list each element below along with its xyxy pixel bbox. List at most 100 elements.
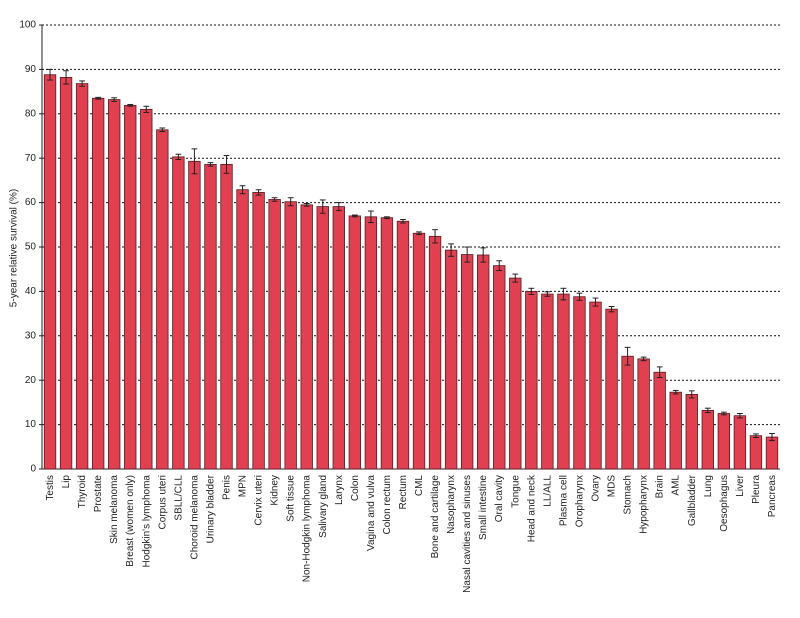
- bar: [541, 293, 554, 470]
- bar: [316, 206, 329, 470]
- x-tick-label: Salivary gland: [318, 475, 329, 538]
- y-tick-label: 90: [25, 64, 37, 75]
- bar: [380, 217, 394, 470]
- x-tick-label: Skin melanoma: [109, 475, 120, 544]
- bar: [236, 189, 249, 470]
- x-tick-label: LL/ALL: [542, 475, 553, 507]
- bar: [717, 413, 731, 470]
- x-tick-label: Prostate: [93, 475, 104, 513]
- x-tick-label: Tongue: [510, 475, 521, 508]
- bar: [252, 191, 265, 470]
- x-tick-label: Corpus uteri: [157, 475, 168, 529]
- x-tick-label: Bone and cartilage: [430, 475, 441, 559]
- x-tick-label: Nasopharynx: [446, 475, 457, 534]
- bar: [91, 97, 105, 470]
- x-tick-label: Hodgkin's lymphoma: [141, 475, 152, 568]
- x-tick-label: Breast (women only): [125, 475, 136, 567]
- x-tick-label: Lung: [703, 475, 714, 497]
- x-tick-label: Urinary bladder: [205, 474, 216, 543]
- x-tick-label: Plasma cell: [558, 475, 569, 526]
- bar: [300, 204, 313, 470]
- bar: [204, 164, 217, 470]
- bar: [124, 104, 137, 470]
- bar: [412, 232, 426, 470]
- bar: [621, 355, 634, 470]
- x-tick-label: Pleura: [751, 475, 762, 504]
- y-tick-label: 10: [25, 419, 37, 430]
- x-tick-label: Penis: [222, 475, 233, 500]
- bar: [460, 254, 474, 470]
- bar: [573, 296, 586, 470]
- x-tick-label: Testis: [45, 475, 56, 501]
- bar: [364, 216, 378, 470]
- x-tick-label: Brain: [655, 475, 666, 498]
- x-tick-label: Stomach: [623, 475, 634, 514]
- bar: [220, 164, 233, 470]
- y-tick-label: 30: [25, 330, 37, 341]
- y-axis-label: 5-year relative survival (%): [9, 189, 20, 307]
- bar: [733, 415, 747, 470]
- x-tick-label: Head and neck: [526, 474, 537, 542]
- bar: [637, 358, 650, 470]
- x-tick-label: Liver: [735, 474, 746, 496]
- x-tick-label: Vagina and vulva: [366, 475, 377, 551]
- bar: [284, 201, 297, 470]
- x-tick-label: Oral cavity: [494, 475, 505, 522]
- y-tick-label: 100: [19, 20, 36, 31]
- x-tick-label: Ovary: [591, 475, 602, 502]
- x-tick-label: Gallbladder: [687, 474, 698, 526]
- x-tick-label: Kidney: [270, 475, 281, 506]
- x-tick-label: Pancreas: [767, 475, 778, 517]
- x-tick-label: Lip: [61, 475, 72, 489]
- x-tick-label: MDS: [607, 475, 618, 498]
- bar: [140, 108, 153, 470]
- bar: [493, 265, 506, 470]
- y-tick-label: 60: [25, 197, 37, 208]
- x-tick-label: Thyroid: [77, 475, 88, 508]
- bar: [332, 206, 345, 470]
- y-tick-label: 20: [25, 375, 37, 386]
- x-tick-label: Cervix uteri: [254, 475, 265, 526]
- bar: [589, 301, 602, 470]
- bar: [188, 160, 201, 470]
- x-tick-label: Larynx: [334, 475, 345, 505]
- y-tick-label: 80: [25, 108, 37, 119]
- x-tick-label: Oropharynx: [574, 475, 585, 527]
- x-tick-label: CML: [414, 475, 425, 497]
- x-tick-label: Nasal cavities and sinuses: [462, 475, 473, 593]
- bar: [348, 215, 362, 470]
- bar: [557, 293, 570, 470]
- x-tick-label: Hypopharynx: [639, 475, 650, 534]
- x-tick-label: Soft tissue: [286, 475, 297, 522]
- bar: [685, 394, 698, 470]
- x-tick-label: MPN: [238, 475, 249, 497]
- bar: [59, 76, 73, 470]
- x-tick-label: Non-Hodgkin lymphoma: [302, 475, 313, 583]
- bar: [156, 129, 169, 470]
- bar: [428, 235, 442, 470]
- bar: [605, 308, 618, 470]
- bar: [669, 391, 682, 470]
- y-tick-label: 70: [25, 153, 37, 164]
- x-tick-label: Colon rectum: [382, 475, 393, 534]
- x-tick-label: Colon: [350, 475, 361, 501]
- x-tick-label: AML: [671, 475, 682, 496]
- bar: [749, 435, 763, 470]
- bar: [108, 99, 121, 470]
- bar: [653, 371, 666, 470]
- y-tick-label: 0: [30, 464, 36, 475]
- bar: [765, 436, 779, 470]
- bar: [701, 409, 714, 470]
- x-tick-label: Choroid melanoma: [189, 475, 200, 560]
- bar: [525, 290, 538, 470]
- bar: [509, 277, 522, 470]
- x-tick-label: Rectum: [398, 475, 409, 509]
- x-tick-label: Small intestine: [478, 475, 489, 540]
- bar: [43, 74, 57, 470]
- x-tick-label: SBLL/CLL: [173, 475, 184, 521]
- bar: [268, 199, 281, 470]
- y-tick-label: 40: [25, 286, 37, 297]
- y-tick-label: 50: [25, 242, 37, 253]
- bar: [477, 254, 490, 470]
